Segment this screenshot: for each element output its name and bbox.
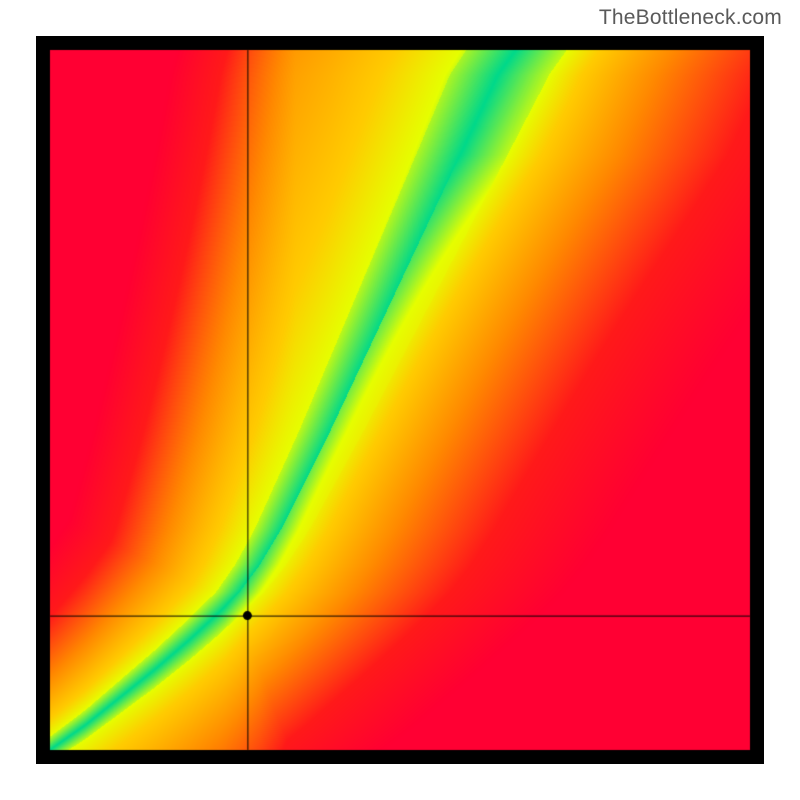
crosshair-overlay bbox=[36, 36, 764, 764]
watermark-text: TheBottleneck.com bbox=[599, 6, 782, 30]
chart-frame bbox=[36, 36, 764, 764]
